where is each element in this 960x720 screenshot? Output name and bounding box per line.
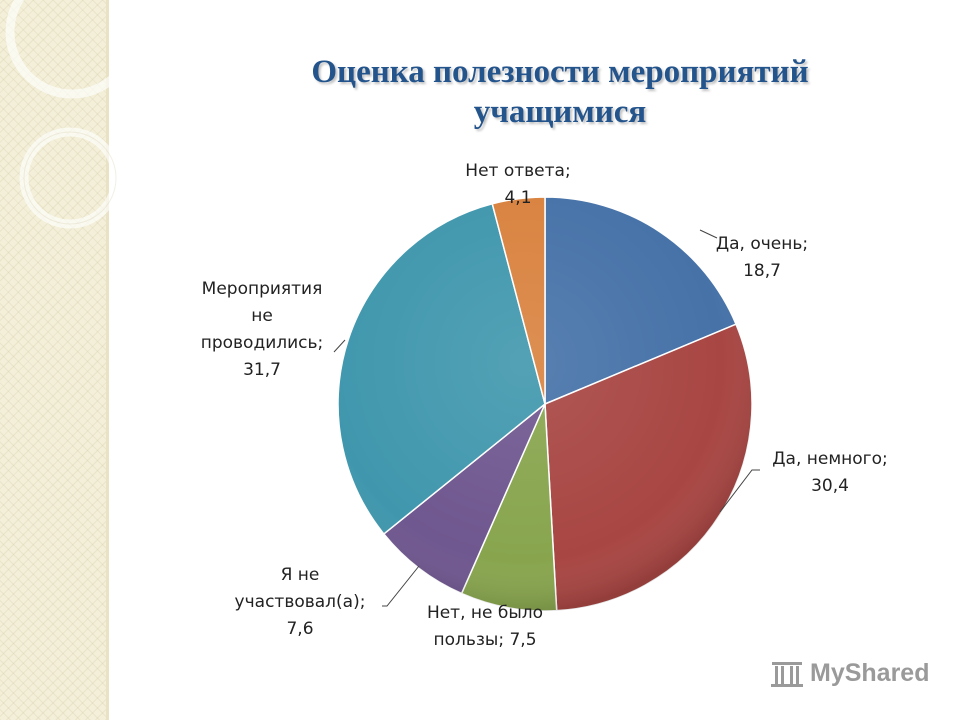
decorative-rings <box>5 0 139 229</box>
data-label-3: Нет, не было пользы; 7,5 <box>427 603 543 650</box>
chart-title-line-2: учащимися <box>473 94 647 130</box>
data-label-line: 30,4 <box>811 476 849 496</box>
data-label-line: не <box>251 306 273 326</box>
chart-title: Оценка полезности мероприятий учащимися <box>230 52 890 132</box>
chart-title-line-1: Оценка полезности мероприятий <box>311 54 809 90</box>
data-label-1: Да, очень; 18,7 <box>716 234 808 281</box>
data-label-2: Да, немного; 30,4 <box>772 449 887 496</box>
data-label-line: Я не <box>281 565 320 585</box>
data-label-line: 7,6 <box>286 619 313 639</box>
podium-icon <box>771 662 803 687</box>
leader-line-2 <box>719 469 760 513</box>
data-label-line: пользы; 7,5 <box>433 630 536 650</box>
decorative-side-panel <box>0 0 106 720</box>
data-label-line: 18,7 <box>743 261 781 281</box>
data-label-line: 4,1 <box>504 188 531 208</box>
myshared-logo: MyShared <box>770 656 929 690</box>
data-label-line: Нет ответа; <box>465 161 570 181</box>
data-label-line: 31,7 <box>243 360 281 380</box>
pie-slices <box>337 196 753 612</box>
data-label-line: Нет, не было <box>427 603 543 623</box>
logo-text: MyShared <box>810 658 930 687</box>
data-label-line: участвовал(а); <box>235 592 366 612</box>
data-labels: Да, очень; 18,7 Да, немного; 30,4 Нет, не бы… <box>201 161 888 650</box>
side-panel-edge <box>106 0 109 720</box>
data-label-line: проводились; <box>201 333 324 353</box>
data-label-line: Мероприятия <box>202 279 323 299</box>
leader-line-1 <box>699 229 718 239</box>
leader-lines <box>333 229 760 607</box>
data-label-4: Я не участвовал(а); 7,6 <box>235 565 366 639</box>
leader-line-5 <box>333 339 346 353</box>
data-label-line: Да, немного; <box>772 449 887 469</box>
leader-line-4 <box>382 565 420 607</box>
data-label-6: Нет ответа; 4,1 <box>465 161 570 208</box>
data-label-5: Мероприятия не проводились; 31,7 <box>201 279 324 380</box>
data-label-line: Да, очень; <box>716 234 808 254</box>
